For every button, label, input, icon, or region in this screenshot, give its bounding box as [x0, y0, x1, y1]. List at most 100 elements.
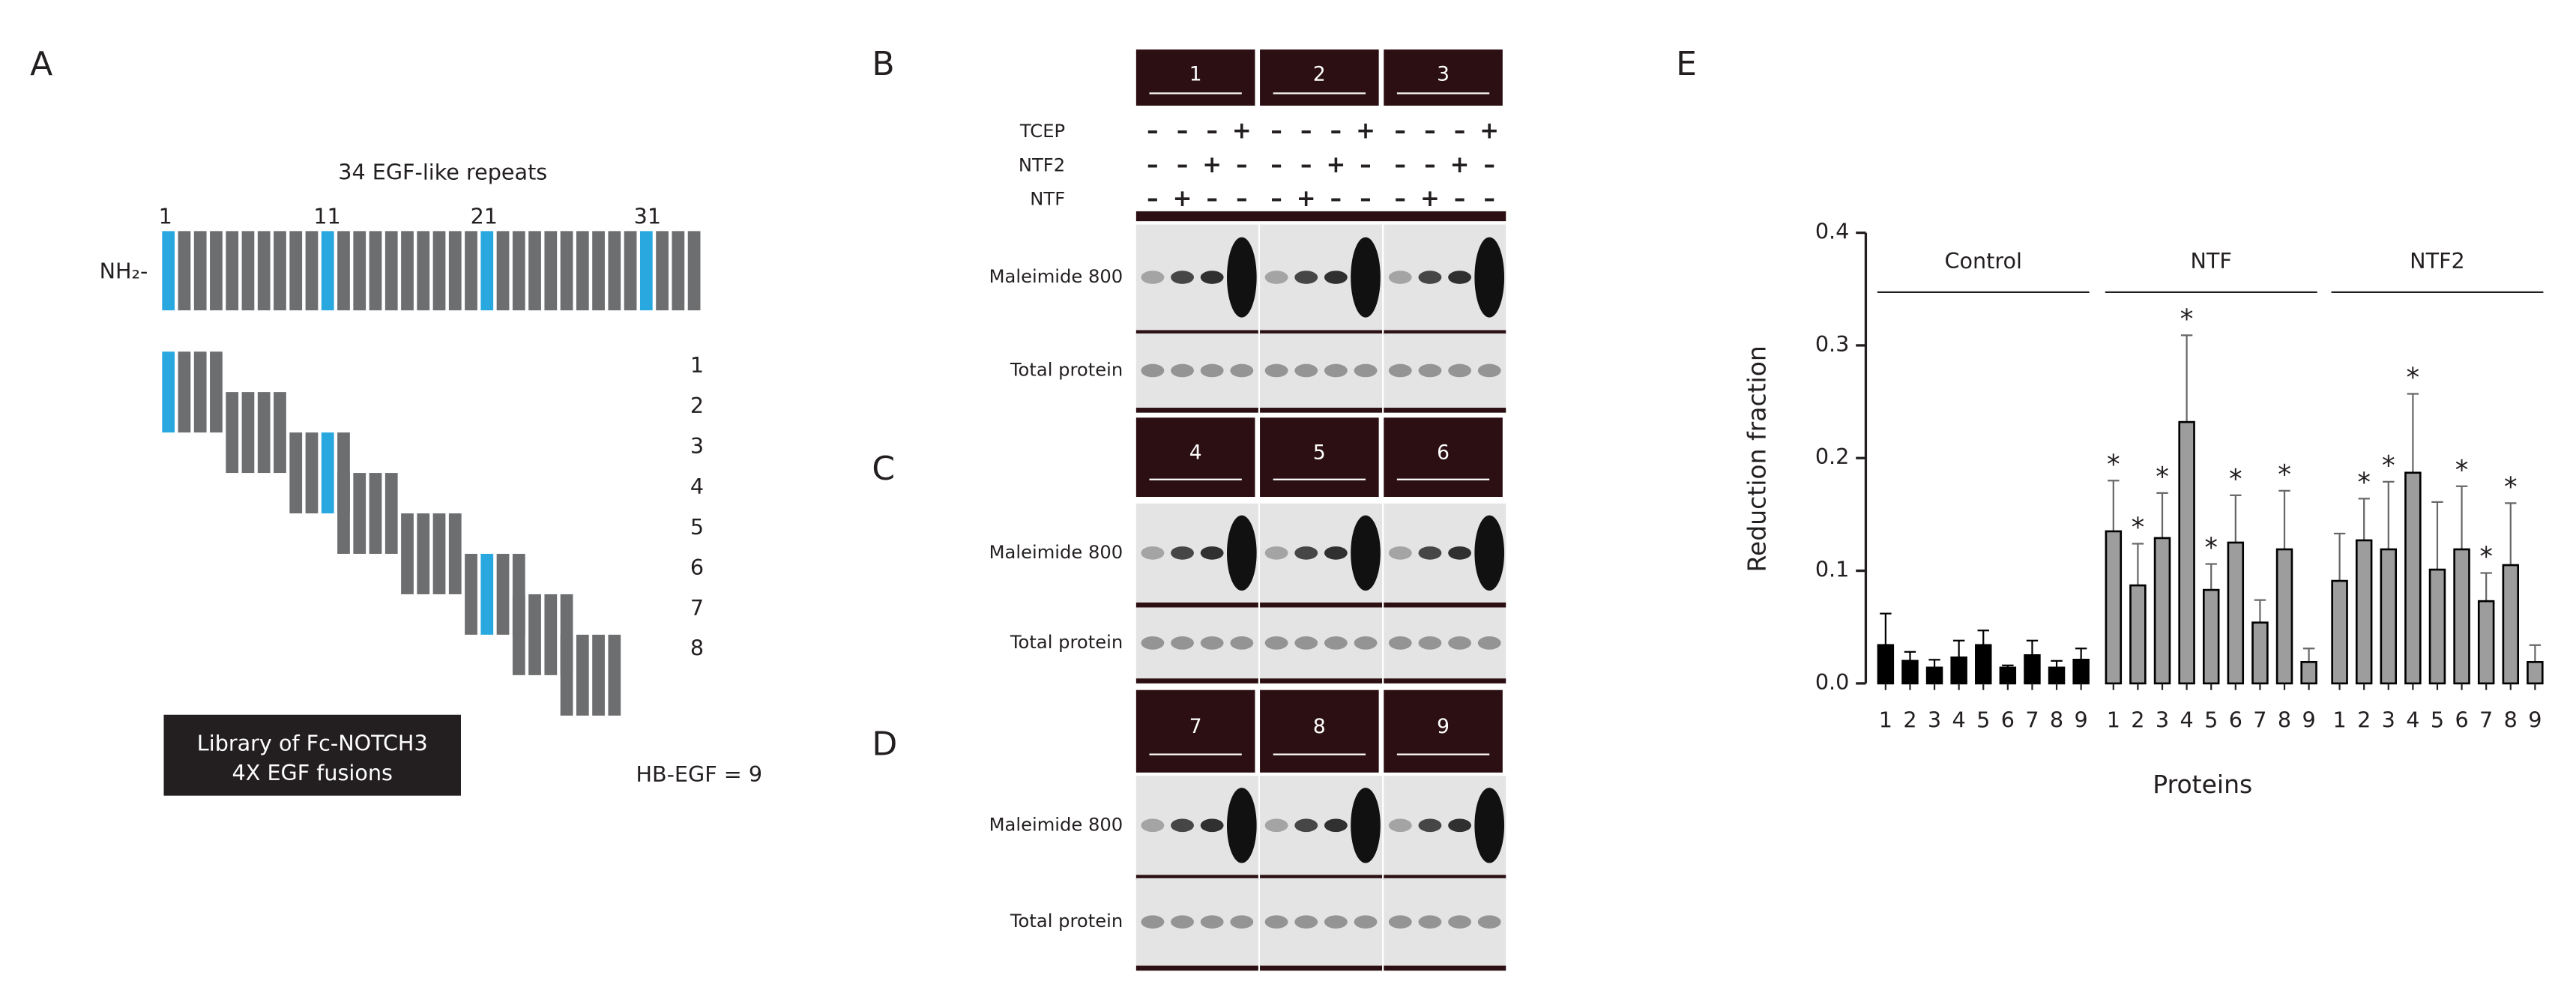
- bar: [2048, 666, 2066, 685]
- blot-strip: [1260, 408, 1383, 413]
- egf-repeat: [608, 231, 621, 311]
- hb-egf-label: HB-EGF = 9: [636, 761, 762, 787]
- bar: [2331, 579, 2348, 685]
- significance-mark: *: [2278, 459, 2291, 490]
- band: [1171, 271, 1194, 284]
- band: [1171, 546, 1194, 560]
- band: [1324, 636, 1348, 650]
- panel-label: B: [872, 45, 894, 83]
- band: [1418, 915, 1442, 929]
- construct-number: 8: [690, 636, 704, 661]
- construct-repeat: [448, 513, 462, 594]
- construct-number: 4: [690, 474, 704, 499]
- band: [1351, 237, 1381, 318]
- sample-number: 8: [1313, 715, 1326, 738]
- y-tick-label: 0.1: [1815, 557, 1850, 582]
- egf-repeat: [576, 231, 589, 311]
- blot-strip: [1260, 602, 1383, 608]
- band: [1200, 363, 1224, 378]
- condition-sign: –: [1236, 151, 1247, 178]
- condition-label: TCEP: [1019, 121, 1065, 142]
- significance-mark: *: [2407, 363, 2420, 393]
- egf-repeat: [465, 231, 477, 311]
- blot-strip: [1135, 678, 1258, 683]
- egf-repeat: [210, 231, 223, 311]
- construct-repeat: [608, 634, 621, 716]
- band: [1227, 788, 1257, 863]
- band: [1474, 788, 1505, 863]
- egf-repeat: [401, 231, 414, 311]
- construct-repeat: [241, 392, 255, 474]
- x-tick-label: 5: [2204, 707, 2218, 733]
- sample-number: 4: [1189, 441, 1202, 464]
- library-text: 4X EGF fusions: [232, 760, 393, 785]
- bar: [2477, 600, 2495, 685]
- construct-number: 7: [690, 595, 704, 621]
- condition-sign: –: [1270, 151, 1282, 178]
- construct-repeat: [321, 432, 334, 514]
- x-axis-label: Proteins: [2153, 770, 2252, 799]
- blot: [1260, 333, 1383, 408]
- x-tick-label: 9: [2528, 707, 2542, 733]
- band: [1141, 546, 1165, 560]
- sample-header: [1260, 49, 1379, 106]
- sample-header: [1135, 689, 1255, 773]
- condition-sign: –: [1147, 151, 1158, 178]
- construct-repeat: [496, 553, 510, 635]
- x-tick-label: 5: [1976, 707, 1990, 733]
- bar: [2129, 584, 2147, 685]
- condition-sign: +: [1232, 118, 1252, 145]
- x-tick-label: 9: [2075, 707, 2088, 733]
- band: [1264, 546, 1288, 560]
- blot: [1260, 878, 1383, 966]
- y-tick-label: 0.0: [1815, 669, 1850, 695]
- condition-sign: –: [1300, 118, 1312, 145]
- bar: [2072, 659, 2090, 685]
- panel-label: A: [30, 45, 52, 83]
- band: [1200, 636, 1224, 650]
- egf-repeat: [226, 231, 239, 311]
- significance-mark: *: [2357, 468, 2371, 498]
- band: [1448, 818, 1471, 833]
- egf-repeat: [353, 231, 367, 311]
- y-tick-label: 0.2: [1815, 444, 1850, 469]
- construct-repeat: [576, 634, 589, 716]
- bar: [2227, 541, 2245, 685]
- significance-mark: *: [2479, 542, 2493, 573]
- blot: [1135, 878, 1258, 966]
- x-tick-label: 5: [2431, 707, 2444, 733]
- band: [1477, 636, 1501, 650]
- band: [1141, 818, 1165, 833]
- band: [1294, 818, 1318, 833]
- x-tick-label: 6: [2001, 707, 2015, 733]
- repeat-mark: 1: [159, 204, 172, 229]
- construct-repeat: [592, 634, 605, 716]
- band: [1354, 636, 1378, 650]
- repeat-mark: 21: [471, 204, 498, 229]
- egf-repeat: [417, 231, 430, 311]
- band: [1171, 363, 1194, 378]
- sample-number: 7: [1189, 715, 1202, 738]
- band: [1171, 915, 1194, 929]
- band: [1388, 271, 1412, 284]
- condition-sign: –: [1300, 151, 1312, 178]
- construct-repeat: [417, 513, 430, 594]
- bar: [2527, 661, 2544, 685]
- egf-repeat: [162, 231, 175, 311]
- condition-sign: –: [1424, 118, 1435, 145]
- condition-label: NTF2: [1019, 154, 1065, 175]
- bar: [2404, 471, 2422, 685]
- x-tick-label: 2: [2357, 707, 2371, 733]
- blot-strip: [1384, 875, 1506, 881]
- construct-number: 6: [690, 555, 704, 580]
- construct-repeat: [274, 392, 286, 474]
- bar: [2380, 548, 2398, 685]
- significance-mark: *: [2504, 472, 2518, 503]
- construct-repeat: [384, 473, 398, 554]
- band: [1388, 818, 1412, 833]
- condition-sign: –: [1360, 151, 1371, 178]
- egf-repeat: [672, 231, 685, 311]
- band: [1264, 915, 1288, 929]
- band: [1294, 363, 1318, 378]
